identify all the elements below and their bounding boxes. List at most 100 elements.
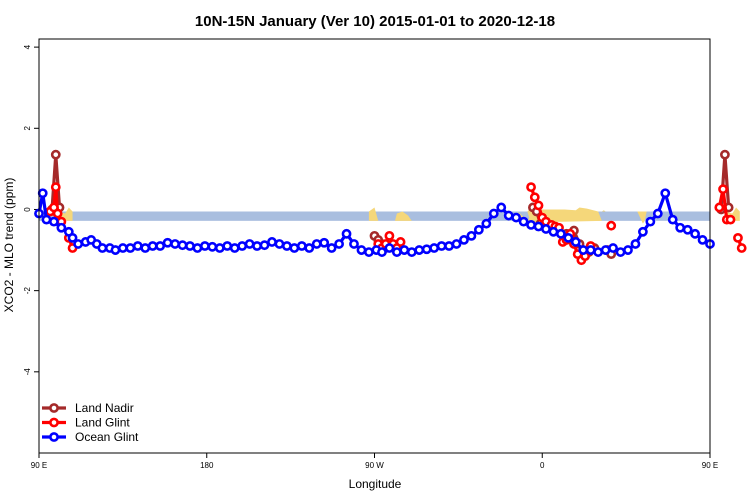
ocean-glint-point-0-13	[110, 245, 121, 255]
legend-marker-land-glint	[49, 417, 59, 428]
x-tick-label-4: 90 E	[702, 461, 718, 470]
ocean-glint-point-0-66	[503, 210, 514, 221]
ocean-glint-point-0-20	[162, 237, 173, 248]
land-glint-point-3-0	[526, 182, 536, 193]
ocean-glint-point-0-44	[341, 228, 352, 239]
land-glint-point-2-6	[395, 237, 406, 247]
ocean-glint-point-0-1	[37, 188, 48, 199]
ocean-glint-point-0-41	[319, 237, 330, 248]
ocean-glint-point-0-37	[289, 243, 300, 253]
ocean-glint-point-0-16	[132, 241, 143, 251]
ocean-glint-point-0-79	[600, 245, 611, 255]
ocean-glint-point-0-36	[281, 241, 292, 251]
ocean-glint-point-0-24	[192, 243, 203, 253]
y-axis-label: XCO2 - MLO trend (ppm)	[2, 178, 16, 313]
land-fill-6	[637, 211, 647, 224]
ocean-glint-point-0-76	[578, 245, 589, 255]
ocean-glint-point-0-4	[56, 222, 67, 233]
y-tick-label-4: -4	[23, 368, 32, 376]
ocean-glint-point-0-62	[473, 224, 484, 235]
ocean-glint-point-0-35	[274, 239, 285, 249]
ocean-glint-point-0-59	[451, 239, 462, 249]
ocean-glint-point-0-49	[377, 247, 387, 257]
ocean-glint-point-0-58	[444, 241, 454, 251]
land-glint-point-5-1	[718, 184, 728, 195]
ocean-glint-point-0-77	[585, 245, 596, 255]
ocean-glint-point-0-6	[67, 232, 78, 243]
ocean-glint-point-0-31	[244, 239, 255, 249]
ocean-glint-point-0-89	[675, 222, 686, 233]
y-tick-label-3: -2	[23, 287, 32, 295]
land-nadir-point-5-1	[720, 149, 730, 160]
legend-label-land-glint: Land Glint	[75, 416, 130, 430]
axes-layer: 90 E 180 90 W 0 90 E 4 2 0 -2 -4	[23, 44, 718, 470]
legend-marker-ocean-glint	[49, 432, 59, 442]
ocean-glint-point-0-82	[623, 245, 633, 255]
ocean-glint-point-0-17	[140, 243, 151, 253]
land-glint-point-5-0	[714, 202, 725, 213]
ocean-glint-point-0-19	[155, 241, 166, 251]
land-glint-point-3-2	[533, 200, 544, 211]
plot-frame	[38, 38, 711, 454]
ocean-glint-point-0-81	[615, 247, 626, 257]
ocean-glint-point-0-39	[304, 243, 315, 253]
ocean-glint-point-0-87	[660, 188, 671, 199]
land-glint-point-0-2	[50, 182, 61, 193]
ocean-glint-point-0-30	[237, 241, 248, 251]
ocean-glint-point-0-51	[391, 247, 402, 257]
series-layer	[34, 149, 747, 266]
ocean-glint-point-0-25	[199, 241, 210, 251]
land-nadir-point-0-1	[50, 149, 61, 160]
ocean-glint-point-0-61	[466, 230, 477, 241]
ocean-glint-point-0-33	[259, 240, 270, 251]
ocean-glint-point-0-40	[311, 239, 322, 249]
ocean-glint-point-0-45	[349, 239, 359, 249]
ocean-glint-point-0-21	[170, 239, 180, 249]
y-tick-label-1: 2	[23, 126, 32, 131]
x-tick-label-1: 180	[200, 461, 214, 470]
ocean-glint-point-0-57	[436, 241, 447, 251]
ocean-glint-point-0-75	[570, 237, 581, 247]
ocean-glint-point-0-43	[334, 239, 344, 249]
ocean-glint-point-0-64	[488, 208, 499, 219]
ocean-glint-point-0-67	[511, 212, 522, 223]
ocean-glint-point-0-22	[177, 240, 188, 251]
ocean-glint-point-0-18	[147, 241, 158, 251]
ocean-glint-point-0-14	[117, 243, 128, 253]
land-glint-point-2-3	[384, 230, 395, 241]
ocean-glint-point-0-73	[555, 228, 566, 239]
land-glint-point-0-3	[52, 208, 63, 219]
ocean-glint-point-0-84	[638, 226, 648, 237]
land-fill-5	[601, 210, 606, 212]
ocean-glint-point-0-47	[364, 247, 374, 257]
ocean-glint-point-0-60	[459, 235, 469, 245]
ocean-glint-point-0-15	[125, 243, 136, 253]
series-ocean-glint	[34, 188, 715, 257]
land-glint-point-5-3	[725, 214, 736, 225]
ocean-glint-point-0-3	[49, 216, 59, 227]
land-glint-point-6-0	[733, 232, 743, 243]
x-axis-label: Longitude	[349, 477, 402, 491]
ocean-glint-point-0-90	[682, 224, 693, 235]
ocean-glint-point-0-26	[207, 241, 218, 252]
chart-title: 10N-15N January (Ver 10) 2015-01-01 to 2…	[195, 13, 555, 30]
ocean-glint-point-0-2	[41, 214, 52, 225]
x-tick-label-0: 90 E	[31, 461, 47, 470]
ocean-glint-point-0-32	[252, 241, 262, 251]
land-glint-point-6-1	[736, 243, 747, 253]
ocean-glint-point-0-85	[645, 216, 656, 227]
ocean-glint-point-0-7	[73, 239, 84, 249]
ocean-glint-point-0-42	[326, 243, 337, 253]
land-glint-point-4-0	[606, 220, 617, 231]
ocean-glint-point-0-28	[222, 241, 233, 251]
land-fill-2	[395, 211, 412, 221]
ocean-glint-point-0-70	[533, 221, 544, 232]
x-tick-label-2: 90 W	[365, 461, 384, 470]
legend-marker-land-nadir	[49, 403, 59, 413]
land-fill-1	[368, 207, 379, 221]
land-fill-3	[518, 211, 528, 221]
ocean-glint-point-0-53	[406, 247, 417, 257]
ocean-glint-point-0-92	[697, 235, 708, 245]
ocean-glint-point-0-63	[481, 218, 492, 229]
